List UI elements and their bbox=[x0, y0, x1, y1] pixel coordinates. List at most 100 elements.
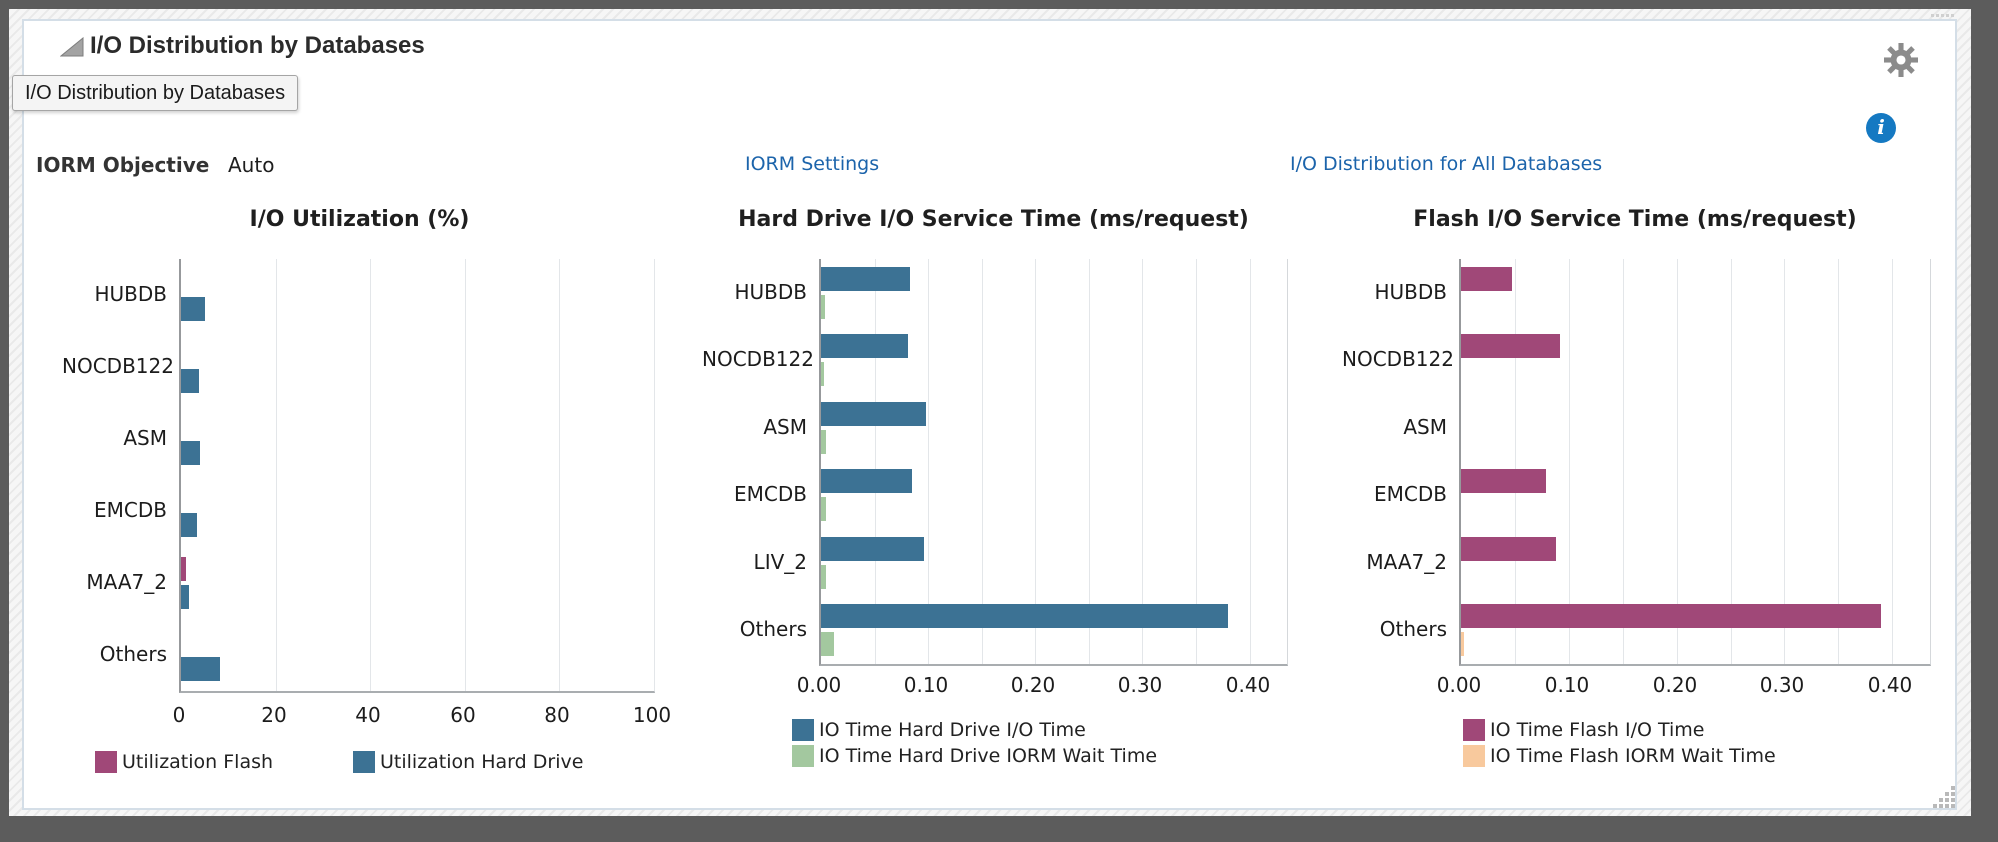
gridline bbox=[1569, 259, 1570, 664]
chart-plot-area bbox=[1459, 259, 1931, 666]
category-label: HUBDB bbox=[94, 282, 167, 306]
title-tooltip: I/O Distribution by Databases bbox=[12, 75, 299, 111]
category-label: Others bbox=[739, 617, 807, 641]
bar-NOCDB122-series2[interactable] bbox=[821, 362, 824, 386]
io-distribution-all-databases-link[interactable]: I/O Distribution for All Databases bbox=[1290, 153, 1603, 175]
bar-HUBDB-series1[interactable] bbox=[1461, 267, 1512, 291]
bar-LIV_2-series1[interactable] bbox=[821, 537, 924, 561]
category-label: HUBDB bbox=[734, 280, 807, 304]
chart-title: Hard Drive I/O Service Time (ms/request) bbox=[738, 207, 1249, 232]
bar-Others-series2[interactable] bbox=[181, 657, 220, 681]
bar-Others-series1[interactable] bbox=[1461, 604, 1881, 628]
info-icon[interactable]: i bbox=[1866, 113, 1896, 143]
x-tick-label: 0.10 bbox=[1544, 673, 1590, 697]
collapse-triangle-icon[interactable] bbox=[60, 37, 84, 57]
chart-3: Flash I/O Service Time (ms/request) HUBDB… bbox=[1342, 207, 1931, 792]
legend-item: IO Time Flash IORM Wait Time bbox=[1463, 745, 1776, 767]
legend-swatch bbox=[1463, 719, 1485, 741]
gridline bbox=[875, 259, 876, 664]
category-label: MAA7_2 bbox=[86, 570, 167, 594]
bar-NOCDB122-series1[interactable] bbox=[1461, 334, 1560, 358]
window-frame-top bbox=[0, 0, 1998, 9]
bar-ASM-series2[interactable] bbox=[821, 430, 826, 454]
x-tick-label: 0 bbox=[172, 703, 186, 727]
bar-HUBDB-series1[interactable] bbox=[821, 267, 910, 291]
legend-item: Utilization Flash bbox=[95, 751, 273, 773]
page-title: I/O Distribution by Databases bbox=[90, 32, 425, 59]
legend-swatch bbox=[792, 745, 814, 767]
legend-label: IO Time Hard Drive I/O Time bbox=[819, 719, 1086, 741]
gridline bbox=[982, 259, 983, 664]
iorm-settings-link[interactable]: IORM Settings bbox=[745, 153, 880, 175]
bar-ASM-series2[interactable] bbox=[181, 441, 200, 465]
gridline bbox=[559, 259, 560, 691]
drag-handle-dots-icon[interactable] bbox=[1931, 2, 1957, 17]
category-label: NOCDB122 bbox=[702, 347, 814, 371]
gridline bbox=[1515, 259, 1516, 664]
category-label: Others bbox=[99, 642, 167, 666]
x-tick-label: 0.30 bbox=[1117, 673, 1163, 697]
bar-EMCDB-series1[interactable] bbox=[1461, 469, 1546, 493]
category-label: NOCDB122 bbox=[1342, 347, 1454, 371]
chart-title: I/O Utilization (%) bbox=[249, 207, 470, 232]
x-tick-label: 100 bbox=[632, 703, 672, 727]
gridline bbox=[1838, 259, 1839, 664]
gridline bbox=[1142, 259, 1143, 664]
category-label: ASM bbox=[763, 415, 807, 439]
gridline bbox=[1731, 259, 1732, 664]
gridline bbox=[1677, 259, 1678, 664]
legend-label: IO Time Hard Drive IORM Wait Time bbox=[819, 745, 1158, 767]
gridline bbox=[1196, 259, 1197, 664]
category-label: ASM bbox=[123, 426, 167, 450]
gear-icon[interactable] bbox=[1884, 43, 1918, 77]
gridline bbox=[1892, 259, 1893, 664]
category-label: NOCDB122 bbox=[62, 354, 174, 378]
gridline bbox=[1035, 259, 1036, 664]
bar-Others-series1[interactable] bbox=[821, 604, 1228, 628]
window-frame-right bbox=[1971, 0, 1998, 842]
bar-MAA7_2-series1[interactable] bbox=[181, 557, 186, 581]
bar-NOCDB122-series1[interactable] bbox=[821, 334, 908, 358]
bar-MAA7_2-series2[interactable] bbox=[181, 585, 189, 609]
legend-item: IO Time Flash I/O Time bbox=[1463, 719, 1704, 741]
category-label: LIV_2 bbox=[753, 550, 807, 574]
bar-Others-series2[interactable] bbox=[821, 632, 834, 656]
legend-item: IO Time Hard Drive IORM Wait Time bbox=[792, 745, 1157, 767]
x-tick-label: 80 bbox=[544, 703, 570, 727]
legend-item: Utilization Hard Drive bbox=[353, 751, 583, 773]
x-tick-label: 40 bbox=[355, 703, 381, 727]
bar-NOCDB122-series2[interactable] bbox=[181, 369, 199, 393]
category-label: Others bbox=[1379, 617, 1447, 641]
bar-EMCDB-series2[interactable] bbox=[821, 497, 826, 521]
chart-1: I/O Utilization (%) HUBDB NOCDB122 ASM EMCDB… bbox=[62, 207, 671, 792]
window-frame-left bbox=[0, 0, 9, 842]
iorm-objective-label: IORM Objective bbox=[36, 153, 210, 177]
bar-HUBDB-series2[interactable] bbox=[821, 295, 825, 319]
bar-EMCDB-series1[interactable] bbox=[821, 469, 912, 493]
x-tick-label: 0.20 bbox=[1010, 673, 1056, 697]
x-tick-label: 0.40 bbox=[1867, 673, 1913, 697]
x-tick-label: 0.00 bbox=[1436, 673, 1482, 697]
resize-grip-icon[interactable] bbox=[1933, 786, 1957, 808]
legend-swatch bbox=[353, 751, 375, 773]
gridline bbox=[465, 259, 466, 691]
bar-HUBDB-series2[interactable] bbox=[181, 297, 205, 321]
legend-swatch bbox=[1463, 745, 1485, 767]
bar-Others-series2[interactable] bbox=[1461, 632, 1464, 656]
chart-2: Hard Drive I/O Service Time (ms/request)… bbox=[702, 207, 1288, 792]
bar-LIV_2-series2[interactable] bbox=[821, 565, 826, 589]
bar-EMCDB-series2[interactable] bbox=[181, 513, 197, 537]
gridline bbox=[654, 259, 655, 691]
gridline bbox=[1784, 259, 1785, 664]
category-label: EMCDB bbox=[734, 482, 807, 506]
gridline bbox=[276, 259, 277, 691]
x-tick-label: 0.40 bbox=[1225, 673, 1271, 697]
legend-label: Utilization Hard Drive bbox=[380, 751, 584, 773]
category-label: HUBDB bbox=[1374, 280, 1447, 304]
x-tick-label: 0.00 bbox=[796, 673, 842, 697]
category-label: ASM bbox=[1403, 415, 1447, 439]
io-distribution-panel: I/O Distribution by Databases i IORM Obj… bbox=[22, 19, 1957, 810]
bar-ASM-series1[interactable] bbox=[821, 402, 926, 426]
bar-MAA7_2-series1[interactable] bbox=[1461, 537, 1556, 561]
